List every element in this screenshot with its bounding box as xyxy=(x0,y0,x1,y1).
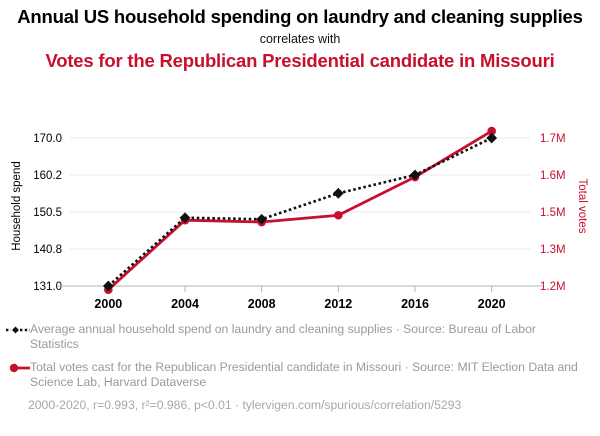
series-line-household-spend xyxy=(107,136,493,287)
title-connector: correlates with xyxy=(259,32,341,46)
y-axis-left-tick-label: 131.0 xyxy=(33,281,62,293)
y-axis-left-tick-label: 170.0 xyxy=(33,133,62,145)
y-axis-right-tick-label: 1.6M xyxy=(540,170,566,182)
chart-header: Annual US household spending on laundry … xyxy=(0,0,600,71)
page-title: Annual US household spending on laundry … xyxy=(17,6,583,27)
chart-footer: Average annual household spend on laundr… xyxy=(0,322,600,422)
data-point-household-spend xyxy=(409,169,421,181)
y-axis-right-tick-label: 1.5M xyxy=(540,207,566,219)
page-subtitle: Votes for the Republican Presidential ca… xyxy=(45,50,555,71)
plot-area: Household spend Total votes 131.0 1.2M 140… xyxy=(0,122,600,322)
data-point-household-spend xyxy=(256,213,268,225)
x-axis-tick-label: 2004 xyxy=(171,297,199,311)
data-point-household-spend xyxy=(332,187,344,199)
x-axis-tick-label: 2008 xyxy=(248,297,276,311)
y-axis-right-tick-label: 1.3M xyxy=(540,244,566,256)
x-axis-tick-label: 2020 xyxy=(478,297,506,311)
y-axis-left-tick-label: 150.5 xyxy=(33,207,62,219)
legend-item-total-votes: Total votes cast for the Republican Pres… xyxy=(6,360,600,389)
y-axis-left-tick-label: 160.2 xyxy=(33,170,62,182)
legend-item-household-spend: Average annual household spend on laundr… xyxy=(6,322,600,351)
y-axis-right-title: Total votes xyxy=(576,178,588,234)
x-axis-tick-label: 2000 xyxy=(94,297,122,311)
series-line-total-votes xyxy=(106,129,494,292)
x-axis-tick-label: 2016 xyxy=(401,297,429,311)
correlation-stats: 2000-2020, r=0.993, r²=0.986, p<0.01 · t… xyxy=(28,398,462,413)
y-axis-right-tick-label: 1.7M xyxy=(540,133,566,145)
legend-label-household-spend: Average annual household spend on laundr… xyxy=(30,322,536,351)
legend-label-total-votes: Total votes cast for the Republican Pres… xyxy=(30,360,578,389)
data-point-household-spend xyxy=(486,132,498,144)
y-axis-right-tick-label: 1.2M xyxy=(540,281,566,293)
data-point-total-votes xyxy=(487,126,496,136)
stats-row: 2000-2020, r=0.993, r²=0.986, p<0.01 · t… xyxy=(28,398,600,413)
line-chart-svg: 131.0 1.2M 140.8 1.3M 150.5 1.5M 160.2 1.6M 170.… xyxy=(33,126,566,311)
y-axis-left-tick-label: 140.8 xyxy=(33,244,62,256)
y-axis-left-title: Household spend xyxy=(11,161,23,251)
data-point-household-spend xyxy=(179,212,191,224)
data-point-total-votes xyxy=(334,210,343,220)
red-circle-solid-line-icon xyxy=(9,363,30,373)
x-axis-tick-label: 2012 xyxy=(324,297,352,311)
black-diamond-dotted-line-icon xyxy=(6,326,30,334)
